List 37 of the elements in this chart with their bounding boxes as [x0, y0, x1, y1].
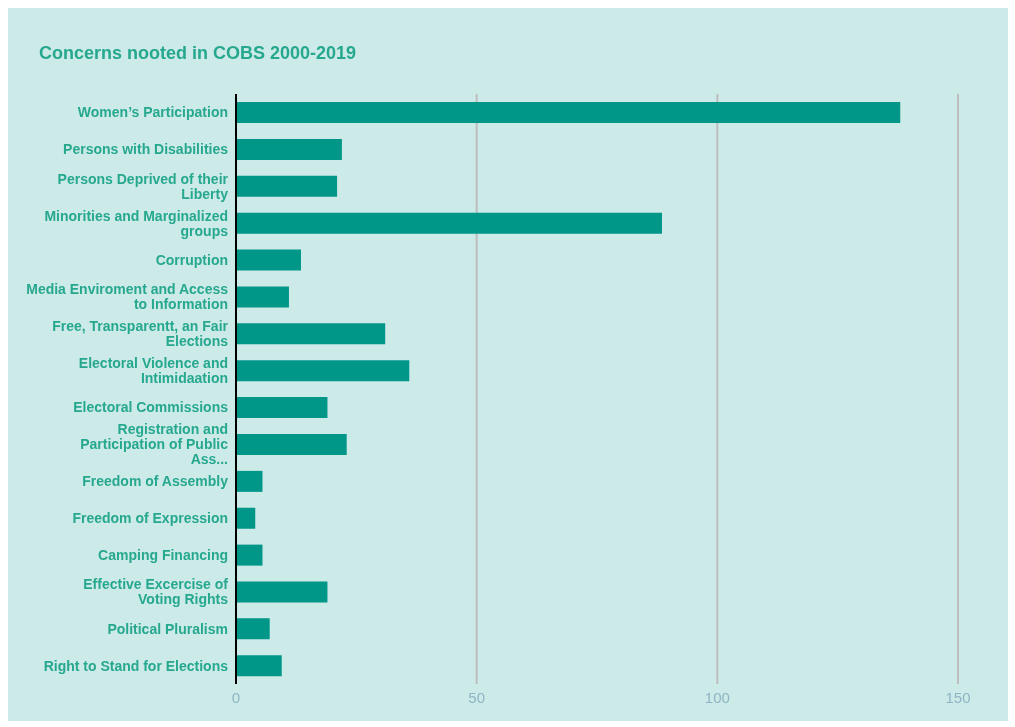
y-tick-label: Free, Transparentt, an Fair Elections: [52, 318, 229, 350]
y-tick-label: Registration and Participation of Public Ass...: [80, 421, 229, 468]
y-tick-label: Electoral Violence and Intimidaation: [78, 355, 228, 387]
bar: [236, 323, 386, 345]
y-tick-label: Freedom of Expression: [72, 510, 228, 527]
y-tick-label: Camping Financing: [98, 546, 228, 563]
y-tick-label: Electoral Commissions: [73, 399, 229, 416]
y-tick-label: Freedom of Assembly: [82, 473, 229, 490]
y-tick-label: Persons Deprived of their Liberty: [57, 170, 229, 202]
x-tick-label: 0: [231, 688, 241, 706]
bar: [236, 175, 338, 197]
bar: [236, 249, 301, 271]
bar: [236, 655, 282, 677]
bar: [236, 433, 347, 455]
y-tick-label: Corruption: [155, 251, 228, 268]
bar: [236, 544, 263, 566]
y-tick-label: Minorities and Marginalized groups: [44, 207, 229, 239]
bar: [236, 360, 410, 382]
chart-title: Concerns nooted in COBS 2000-2019: [38, 42, 358, 65]
bar: [236, 470, 263, 492]
bar: [236, 138, 342, 160]
bar: [236, 102, 901, 124]
bar: [236, 507, 256, 529]
x-tick-label: 50: [468, 688, 486, 706]
bar: [236, 581, 328, 603]
y-tick-label: Persons with Disabilities: [63, 141, 229, 158]
bar: [236, 286, 289, 308]
bar: [236, 212, 662, 234]
y-tick-label: Effective Excercise of Voting Rights: [83, 576, 229, 608]
y-tick-label: Media Enviroment and Access to Information: [26, 281, 229, 313]
x-tick-label: 150: [945, 688, 971, 706]
y-tick-label: Women’s Participation: [77, 104, 228, 121]
x-tick-label: 100: [704, 688, 730, 706]
bar: [236, 618, 270, 640]
y-tick-label: Political Pluralism: [107, 620, 228, 637]
y-tick-label: Right to Stand for Elections: [43, 657, 229, 674]
bar: [236, 397, 328, 419]
